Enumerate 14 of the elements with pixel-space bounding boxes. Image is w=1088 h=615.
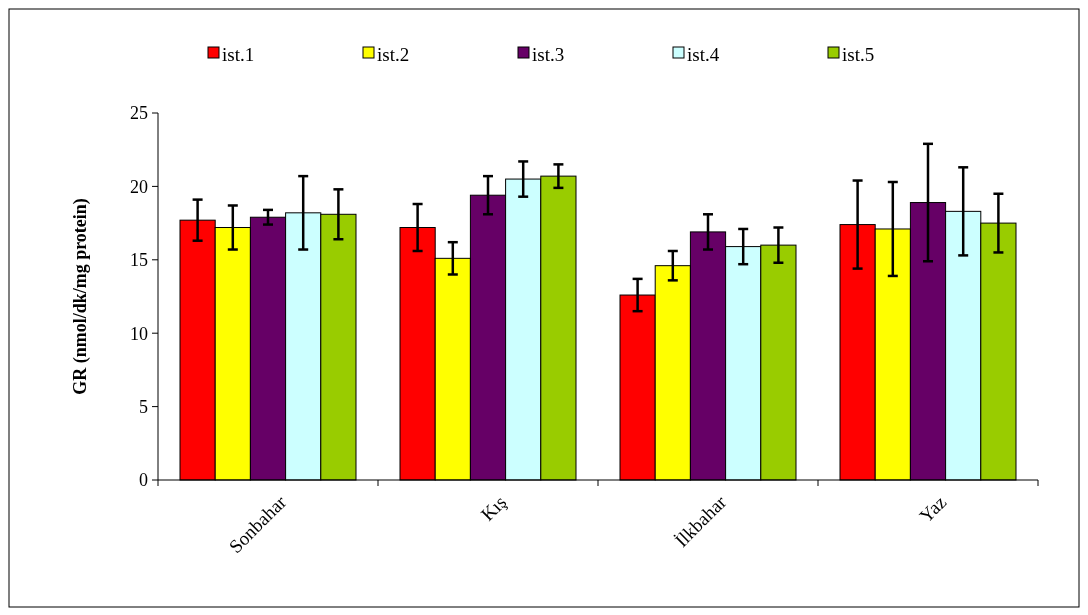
y-tick-label: 20 <box>130 176 148 197</box>
legend-label: ist.4 <box>687 43 720 65</box>
legend-label: ist.1 <box>222 43 255 65</box>
y-axis-title: GR (nmol/dk/mg protein) <box>70 198 91 395</box>
y-tick-label: 10 <box>130 323 148 344</box>
x-tick-label: Yaz <box>915 491 951 527</box>
legend-label: ist.5 <box>842 43 875 65</box>
y-tick-label: 5 <box>139 396 148 417</box>
legend-label: ist.3 <box>532 43 565 65</box>
y-tick-label: 25 <box>130 103 148 124</box>
y-tick-label: 0 <box>139 470 148 491</box>
x-tick-label: Kış <box>476 491 511 525</box>
legend-label: ist.2 <box>377 43 410 65</box>
y-tick-label: 15 <box>130 250 148 271</box>
